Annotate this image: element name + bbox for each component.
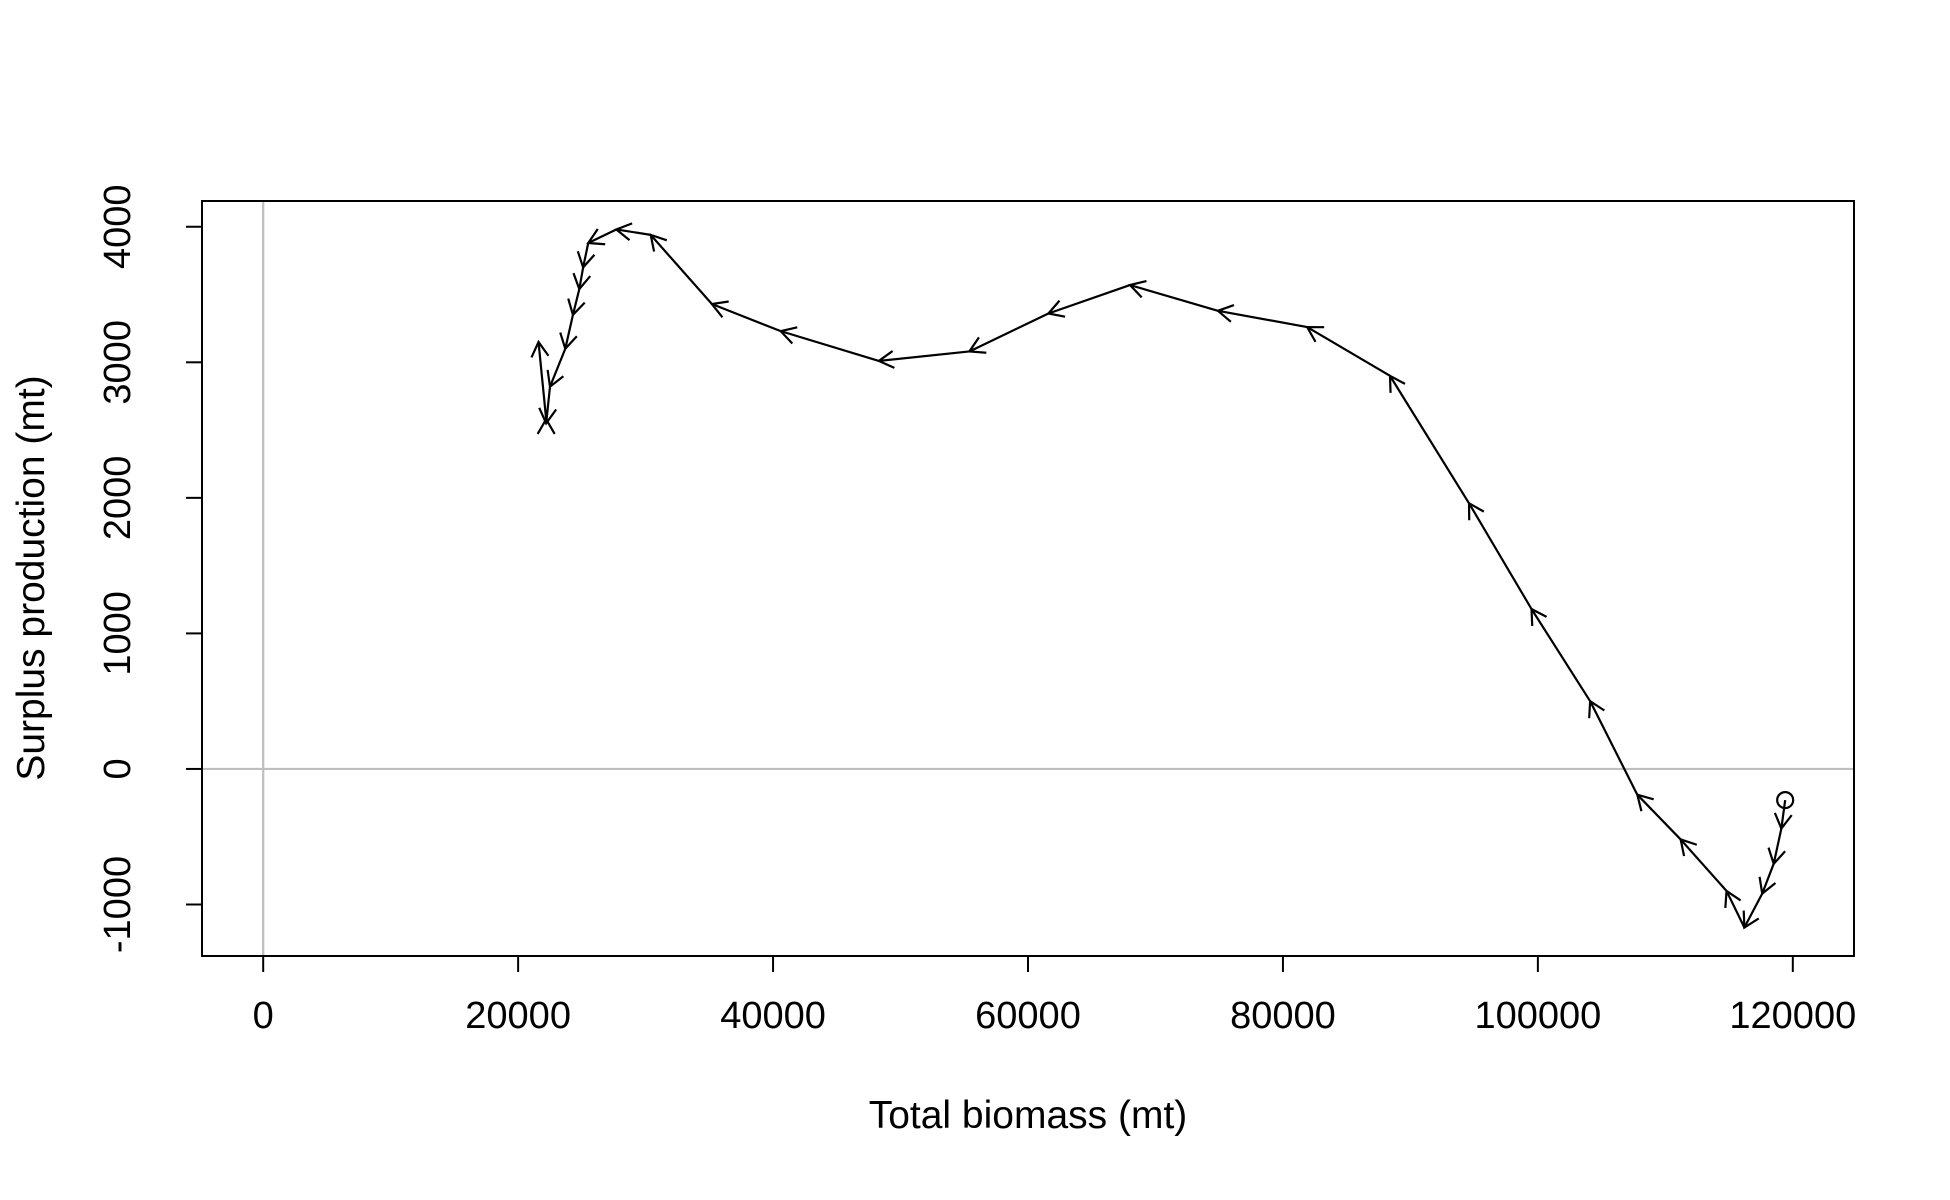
x-tick-label: 80000: [1230, 995, 1336, 1037]
x-tick-label: 60000: [975, 995, 1081, 1037]
trajectory-segment: [1217, 309, 1308, 329]
x-tick-label: 40000: [720, 995, 826, 1037]
trajectory-segment: [878, 350, 970, 363]
trajectory-segment: [968, 312, 1049, 353]
trajectory-segment: [1761, 863, 1775, 895]
x-tick-label: 100000: [1474, 995, 1601, 1037]
trajectory-segment: [711, 302, 782, 333]
y-tick-label: 1000: [97, 591, 139, 676]
trajectory-segment: [1725, 890, 1746, 929]
start-point-marker: [1776, 791, 1795, 810]
x-tick-label: 120000: [1729, 995, 1856, 1037]
y-axis: -1000 0 1000 2000 3000 4000: [97, 184, 203, 953]
trajectory-segment: [1129, 283, 1219, 312]
y-tick-label: 0: [97, 758, 139, 779]
trajectory-segment: [1743, 893, 1764, 929]
reference-lines: [202, 201, 1854, 956]
x-axis-title: Total biomass (mt): [869, 1094, 1188, 1137]
x-tick-label: 0: [253, 995, 274, 1037]
trajectory-segment: [1679, 838, 1728, 892]
y-tick-label: 3000: [97, 320, 139, 405]
trajectory-arrowhead: [530, 339, 550, 358]
trajectory-segment: [1636, 793, 1682, 841]
y-tick-label: 4000: [97, 184, 139, 269]
trajectory-segment: [1589, 700, 1639, 796]
plot-frame: [201, 200, 1855, 957]
trajectory-segment: [1389, 375, 1470, 504]
trajectory-segment: [616, 228, 651, 236]
y-axis-title: Surplus production (mt): [10, 375, 53, 780]
y-tick-label: 2000: [97, 456, 139, 541]
trajectory-segment: [1468, 502, 1533, 610]
y-tick-label: -1000: [97, 856, 139, 953]
trajectory-segment: [1780, 799, 1787, 829]
trajectory-segment: [582, 242, 590, 268]
trajectory-segment: [564, 314, 575, 349]
trajectory-segment: [587, 228, 617, 245]
x-tick-label: 20000: [465, 995, 571, 1037]
trajectory-segment: [780, 330, 880, 362]
trajectory-segment: [1530, 608, 1592, 702]
trajectory-segment: [578, 267, 585, 290]
trajectory-segment: [649, 234, 713, 305]
trajectory-segment: [571, 288, 581, 316]
trajectory-segment: [1772, 828, 1783, 865]
trajectory-segment: [537, 341, 548, 420]
trajectory-segment: [1306, 326, 1391, 377]
trajectory-segment: [1048, 284, 1131, 315]
x-axis: 0 20000 40000 60000 80000 100000 120000: [253, 955, 1856, 1037]
trajectory: [530, 222, 1795, 930]
trajectory-segment: [548, 348, 567, 388]
